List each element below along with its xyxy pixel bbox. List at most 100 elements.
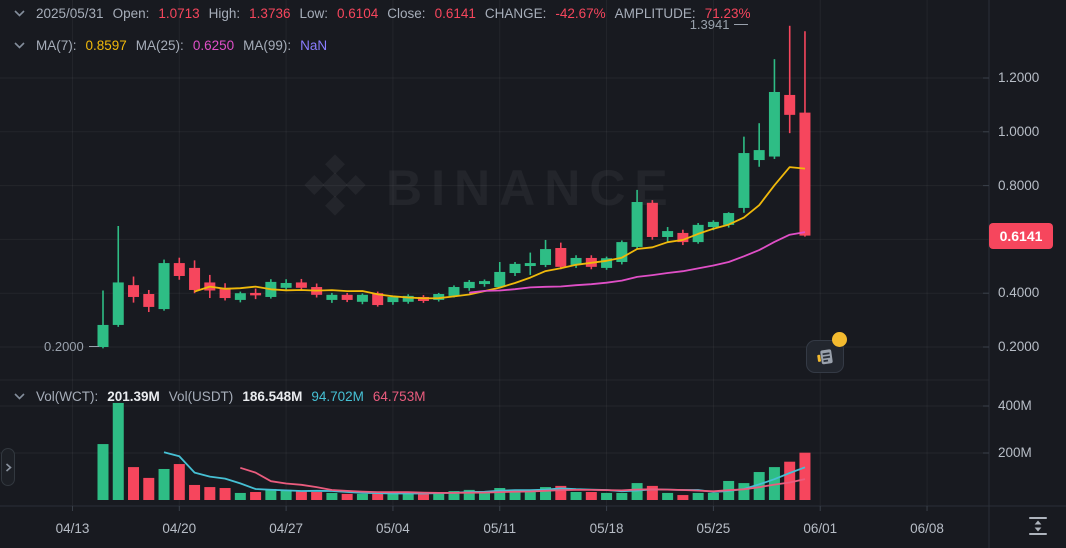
volume-bar bbox=[784, 461, 796, 500]
chevron-down-icon[interactable] bbox=[14, 10, 25, 17]
chevron-down-icon[interactable] bbox=[14, 393, 25, 400]
price-axis-label: 0.8000 bbox=[998, 177, 1040, 193]
volume-bar bbox=[326, 492, 338, 500]
last-price-badge[interactable]: 0.6141 bbox=[989, 222, 1053, 249]
volume-bar bbox=[173, 464, 185, 500]
candle-body bbox=[97, 324, 109, 347]
volume-bar bbox=[524, 491, 536, 500]
mavol5-value: 94.702M bbox=[311, 389, 364, 404]
volume-bar bbox=[753, 472, 765, 500]
low-value: 0.6104 bbox=[337, 6, 379, 21]
volume-bar bbox=[372, 492, 384, 500]
notification-dot[interactable] bbox=[832, 332, 847, 347]
volume-bar bbox=[356, 493, 368, 500]
candle-body bbox=[784, 94, 796, 115]
amplitude-label: AMPLITUDE: bbox=[614, 6, 696, 21]
volume-bar bbox=[250, 492, 262, 500]
volume-bar bbox=[448, 491, 460, 500]
candle-body bbox=[402, 295, 414, 302]
ma7-value: 0.8597 bbox=[85, 38, 127, 53]
low-marker-value: 0.2000 bbox=[44, 339, 84, 354]
ma99-label: MA(99): bbox=[243, 38, 292, 53]
vol-wct-value: 201.39M bbox=[107, 389, 160, 404]
candle-body bbox=[616, 242, 628, 262]
candle-body bbox=[631, 202, 643, 247]
ohlc-date: 2025/05/31 bbox=[36, 6, 104, 21]
candle-body bbox=[646, 202, 658, 237]
date-axis-label: 05/25 bbox=[696, 521, 731, 536]
vol-usdt-value: 186.548M bbox=[242, 389, 303, 404]
date-axis-label: 05/11 bbox=[483, 521, 517, 536]
price-axis-label: 1.0000 bbox=[998, 123, 1040, 139]
low-label: Low: bbox=[299, 6, 328, 21]
volume-bar bbox=[616, 492, 628, 500]
volume-bar bbox=[97, 444, 109, 500]
open-value: 1.0713 bbox=[158, 6, 200, 21]
volume-bar bbox=[402, 492, 414, 500]
close-value: 0.6141 bbox=[434, 6, 476, 21]
candle-body bbox=[341, 294, 353, 300]
volume-bar bbox=[738, 483, 750, 500]
volume-bar bbox=[585, 492, 597, 500]
candle-body bbox=[570, 257, 582, 265]
volume-bar bbox=[677, 495, 689, 500]
date-axis-label: 04/20 bbox=[162, 521, 197, 536]
volume-bar bbox=[158, 468, 170, 500]
fit-vertical-axis-icon[interactable] bbox=[1028, 515, 1048, 537]
ohlc-legend-row: 2025/05/31 Open: 1.0713 High: 1.3736 Low… bbox=[14, 6, 750, 21]
ma25-line bbox=[469, 231, 806, 294]
volume-bar bbox=[646, 485, 658, 500]
change-value: -42.67% bbox=[555, 6, 606, 21]
volume-bar bbox=[662, 492, 674, 500]
ma-legend-row: MA(7): 0.8597 MA(25): 0.6250 MA(99): NaN bbox=[14, 38, 327, 53]
candle-body bbox=[295, 282, 307, 288]
low-price-marker: 0.2000 bbox=[44, 339, 99, 354]
volume-bar bbox=[463, 489, 475, 500]
volume-axis-label: 400M bbox=[998, 398, 1032, 413]
volume-bar bbox=[768, 467, 780, 500]
candle-body bbox=[463, 281, 475, 289]
mavol10-value: 64.753M bbox=[372, 389, 426, 404]
candle-body bbox=[234, 293, 246, 300]
close-label: Close: bbox=[387, 6, 426, 21]
volume-bar bbox=[128, 467, 140, 500]
volume-bar bbox=[219, 488, 231, 500]
high-label: High: bbox=[208, 6, 241, 21]
candle-body bbox=[555, 248, 567, 267]
price-axis-label: 0.2000 bbox=[998, 339, 1040, 354]
chevron-right-icon bbox=[5, 462, 12, 472]
volume-bar bbox=[479, 492, 490, 500]
candle-body bbox=[540, 249, 552, 265]
volume-legend-row: Vol(WCT): 201.39M Vol(USDT) 186.548M 94.… bbox=[14, 389, 425, 404]
candle-body bbox=[326, 294, 338, 300]
candle-body bbox=[753, 150, 765, 161]
chevron-down-icon[interactable] bbox=[14, 42, 25, 49]
volume-bar bbox=[433, 492, 445, 500]
candle-body bbox=[219, 287, 231, 299]
volume-bar bbox=[341, 493, 353, 500]
candle-body bbox=[173, 263, 185, 276]
volume-bar bbox=[280, 489, 292, 500]
ma99-value: NaN bbox=[300, 38, 328, 53]
volume-bar bbox=[692, 492, 704, 500]
date-axis-label: 06/08 bbox=[910, 521, 944, 536]
candle-body bbox=[677, 232, 689, 243]
candle-body bbox=[524, 263, 536, 267]
amplitude-value: 71.23% bbox=[704, 6, 751, 21]
candle-body bbox=[601, 258, 613, 268]
ma7-label: MA(7): bbox=[36, 38, 77, 53]
high-marker-value: 1.3941 bbox=[689, 16, 730, 32]
volume-bar bbox=[555, 485, 567, 500]
candle-body bbox=[143, 294, 155, 307]
candle-body bbox=[738, 153, 750, 208]
change-label: CHANGE: bbox=[484, 6, 547, 21]
panel-expander-button[interactable] bbox=[1, 448, 15, 486]
date-axis-label: 04/27 bbox=[269, 521, 303, 536]
volume-bar bbox=[112, 402, 124, 500]
volume-bar bbox=[540, 487, 552, 500]
candle-body bbox=[128, 285, 140, 297]
news-event-icon[interactable] bbox=[806, 340, 844, 373]
candle-body bbox=[768, 91, 780, 157]
